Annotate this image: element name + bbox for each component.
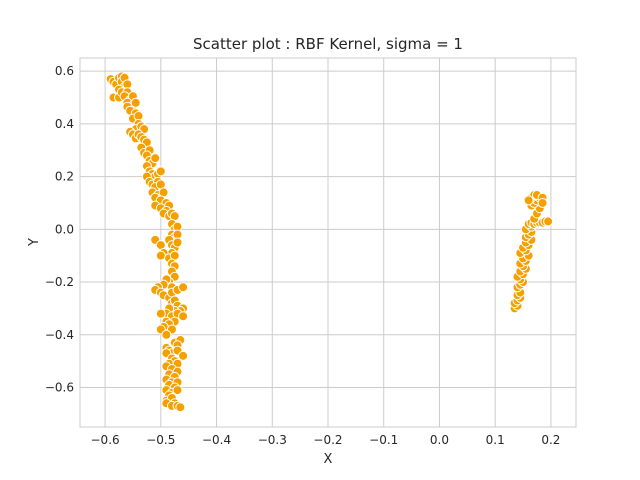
data-point [130,97,141,108]
y-tick-label: 0.6 [55,64,74,78]
data-point [172,237,183,248]
data-point [537,197,548,208]
x-tick-label: 0.0 [430,433,449,447]
y-tick-label: −0.2 [45,275,74,289]
data-point [150,153,161,164]
x-tick-label: 0.1 [486,433,505,447]
data-point [161,329,172,340]
data-point [543,216,554,227]
y-axis-label: Y [27,238,42,247]
x-tick-label: −0.2 [313,433,342,447]
y-tick-label: −0.6 [45,380,74,394]
y-tick-label: 0.0 [55,222,74,236]
chart-title: Scatter plot : RBF Kernel, sigma = 1 [193,35,463,53]
data-point [178,282,189,293]
data-point [175,402,186,413]
x-tick-label: −0.5 [146,433,175,447]
x-tick-label: 0.2 [541,433,560,447]
x-tick-label: −0.3 [258,433,287,447]
data-point [178,311,189,322]
data-point [155,308,166,319]
y-tick-label: 0.2 [55,170,74,184]
y-tick-label: −0.4 [45,328,74,342]
x-tick-label: −0.1 [369,433,398,447]
data-point [155,250,166,261]
data-point [523,195,534,206]
data-point [178,350,189,361]
data-point [172,385,183,396]
x-tick-labels: −0.6 −0.5 −0.4 −0.3 −0.2 −0.1 0.0 0.1 0.2 [91,433,561,447]
x-axis-label: X [324,452,333,467]
y-tick-labels: −0.6 −0.4 −0.2 0.0 0.2 0.4 0.6 [45,64,74,394]
plot-frame [79,57,577,428]
y-tick-label: 0.4 [55,117,74,131]
data-point [155,166,166,177]
x-tick-label: −0.4 [202,433,231,447]
x-tick-label: −0.6 [91,433,120,447]
data-points [105,71,554,413]
